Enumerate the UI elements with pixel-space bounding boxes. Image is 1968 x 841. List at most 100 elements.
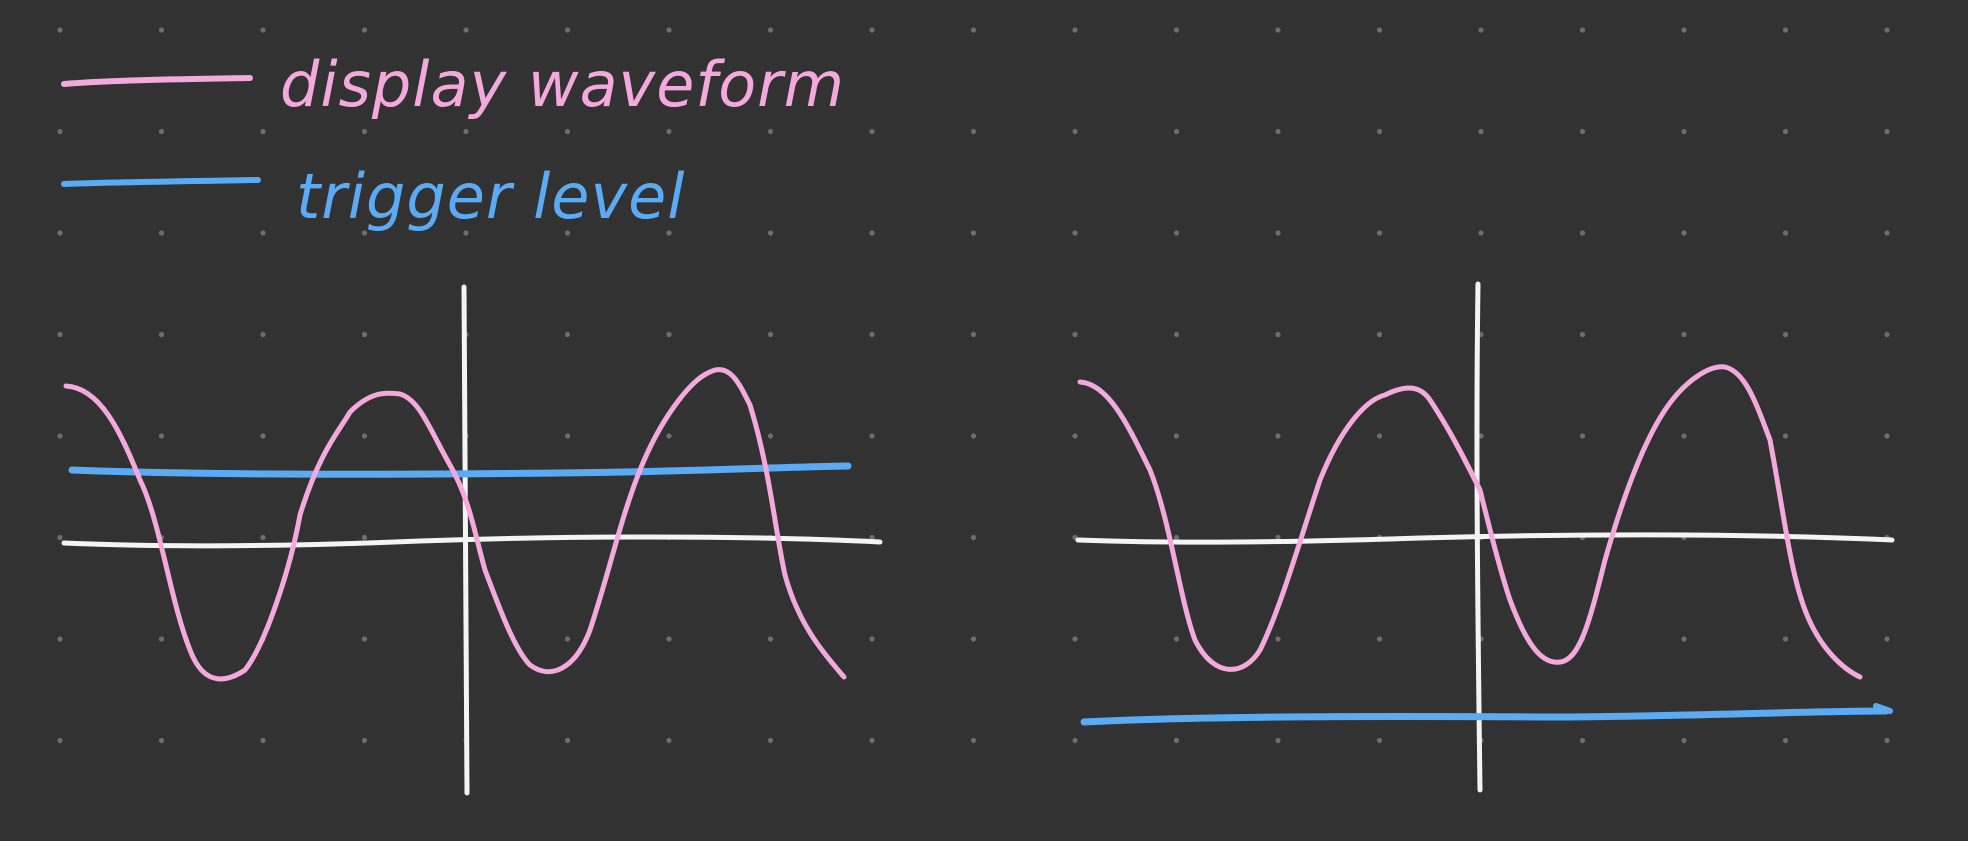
grid-dot (666, 636, 672, 642)
grid-dot (1681, 433, 1687, 439)
legend-item-display-waveform: display waveform (61, 48, 845, 121)
grid-dot (767, 331, 774, 338)
grid-dot (260, 433, 266, 439)
grid-dot (767, 737, 774, 744)
grid-dot (1782, 230, 1789, 236)
grid-dot (361, 27, 368, 33)
grid-dot (1072, 636, 1078, 642)
grid-dot (361, 331, 368, 338)
grid-dot (869, 433, 875, 439)
grid-dot (1376, 128, 1383, 135)
grid-dot (463, 230, 469, 236)
grid-dot (260, 534, 266, 541)
grid-dot (361, 636, 368, 642)
grid-dot (1884, 433, 1890, 439)
grid-dot (666, 128, 672, 135)
grid-dot (260, 128, 266, 135)
grid-dot (1579, 331, 1586, 338)
grid-dot (1884, 27, 1890, 33)
grid-dot (158, 230, 165, 236)
grid-dot (57, 636, 63, 642)
grid-dot (1376, 27, 1383, 33)
horizontal-axis (1075, 532, 1895, 545)
legend-label-trigger-level: trigger level (296, 160, 686, 233)
grid-dot (260, 230, 266, 236)
grid-dot (1478, 230, 1484, 236)
grid-dot (869, 230, 875, 236)
grid-dot (1681, 27, 1687, 33)
grid-dot (666, 27, 672, 33)
blue-line-swatch-icon (61, 177, 261, 187)
horizontal-axis (61, 534, 883, 549)
grid-dot (1884, 636, 1890, 642)
grid-dot (666, 737, 672, 744)
grid-dot (970, 534, 977, 541)
grid-dot (1275, 128, 1281, 135)
grid-dot (1579, 433, 1586, 439)
trigger-line-end-marker (1873, 703, 1893, 714)
grid-dot (970, 737, 977, 744)
grid-dot (869, 534, 875, 541)
grid-dot (57, 534, 63, 541)
grid-dot (1579, 737, 1586, 744)
grid-dot (1884, 128, 1890, 135)
grid-dot (767, 27, 774, 33)
grid-dot (1782, 636, 1789, 642)
grid-dot (158, 128, 165, 135)
grid-dot (970, 636, 977, 642)
grid-dot (666, 331, 672, 338)
grid-dot (1376, 230, 1383, 236)
trigger-level-line (68, 462, 852, 478)
grid-dot (1072, 230, 1078, 236)
grid-dot (564, 27, 571, 33)
grid-dot (1275, 534, 1281, 541)
panel-left (61, 284, 883, 796)
grid-dot (1782, 128, 1789, 135)
grid-dot (869, 27, 875, 33)
grid-dot (1782, 737, 1789, 744)
grid-dot (1478, 128, 1484, 135)
grid-dot (1072, 737, 1078, 744)
grid-dot (1275, 636, 1281, 642)
grid-dot (463, 27, 469, 33)
grid-dot (158, 27, 165, 33)
grid-dot (57, 230, 63, 236)
grid-dot (1884, 737, 1890, 744)
grid-dot (463, 128, 469, 135)
grid-dot (1376, 636, 1383, 642)
legend-label-display-waveform: display waveform (280, 48, 845, 121)
grid-dot (1173, 636, 1180, 642)
grid-dot (970, 128, 977, 135)
grid-dot (564, 230, 571, 236)
grid-dot (1478, 433, 1484, 439)
grid-dot (1884, 230, 1890, 236)
display-waveform (1077, 364, 1863, 680)
grid-dot (57, 737, 63, 744)
grid-dot (1478, 27, 1484, 33)
grid-dot (1376, 433, 1383, 439)
grid-dot (1681, 636, 1687, 642)
grid-dot (1072, 433, 1078, 439)
grid-dot (1072, 331, 1078, 338)
grid-dot (767, 636, 774, 642)
vertical-axis (1474, 281, 1483, 793)
grid-dot (767, 128, 774, 135)
grid-dot (767, 230, 774, 236)
grid-dot (1173, 230, 1180, 236)
grid-dot (564, 636, 571, 642)
grid-dot (361, 534, 368, 541)
grid-dot (666, 230, 672, 236)
trigger-level-line (1080, 707, 1890, 726)
grid-dot (57, 27, 63, 33)
dot-grid (57, 27, 1890, 744)
grid-dot (260, 331, 266, 338)
grid-dot (260, 27, 266, 33)
grid-dot (869, 331, 875, 338)
grid-dot (1072, 27, 1078, 33)
grid-dot (1173, 433, 1180, 439)
grid-dot (1782, 331, 1789, 338)
panel-right (1075, 281, 1895, 793)
grid-dot (1173, 27, 1180, 33)
grid-dot (1173, 128, 1180, 135)
grid-dot (1376, 737, 1383, 744)
